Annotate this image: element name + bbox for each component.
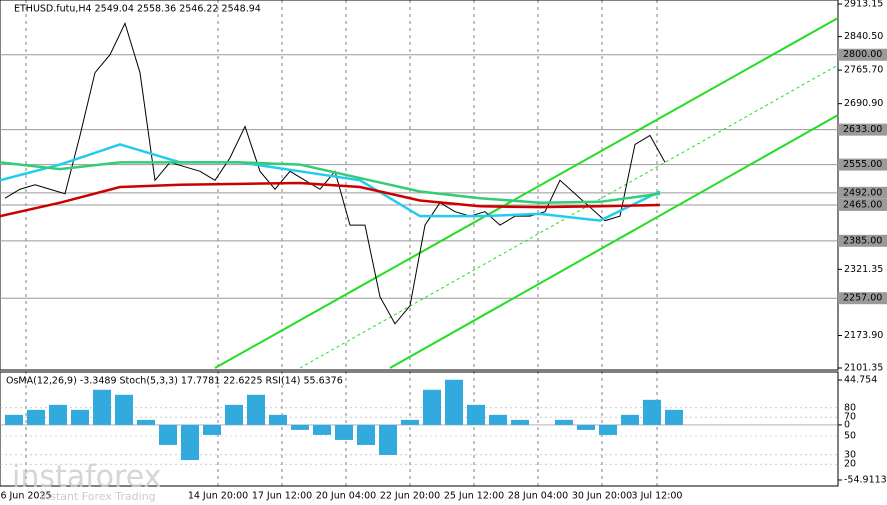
y2-tick-label: 20 [844, 459, 856, 470]
y2-tick-label: 30 [844, 449, 856, 460]
osma-bar [27, 409, 45, 425]
osma-bar [71, 409, 89, 425]
osma-bar [247, 394, 265, 425]
osma-bar [555, 419, 573, 425]
osma-bar [357, 424, 375, 445]
osma-bar [203, 424, 221, 435]
y-tick-label: 0 [844, 419, 850, 430]
x-tick-label: 17 Jun 12:00 [252, 491, 312, 502]
y-tick-label: 2840.50 [844, 31, 883, 42]
x-tick-label: 14 Jun 20:00 [188, 491, 248, 502]
osma-bar [665, 409, 683, 425]
x-tick-label: 3 Jul 12:00 [632, 491, 683, 502]
osma-bar [159, 424, 177, 445]
osma-bar [181, 424, 199, 461]
x-tick-label: 28 Jun 04:00 [508, 491, 568, 502]
level-box [838, 186, 887, 199]
channel [214, 17, 839, 369]
level-box [838, 158, 887, 171]
osma-bar [291, 424, 309, 430]
osma-bar [49, 404, 67, 425]
y-tick-label: 2765.70 [844, 65, 883, 76]
watermark-brand: instaforex [12, 460, 161, 495]
level-label: 2492.00 [843, 187, 882, 198]
osma-bar [5, 414, 23, 425]
osma-bar [467, 404, 485, 425]
level-box [838, 198, 887, 211]
level-label: 2555.00 [843, 159, 882, 170]
osma-bar [93, 389, 111, 425]
series-ma-slow [0, 181, 661, 218]
series-ma-fast [0, 143, 661, 222]
osma-bar [225, 404, 243, 425]
x-tick-label: 25 Jun 12:00 [444, 491, 504, 502]
osma-bar [137, 419, 155, 425]
watermark-tagline: Instant Forex Trading [40, 490, 156, 503]
x-tick-label: 20 Jun 04:00 [316, 491, 376, 502]
osma-bar [401, 419, 419, 425]
level-box [838, 234, 887, 247]
osma-bar [269, 414, 287, 425]
series-ma-mid [0, 161, 661, 204]
osma-bar [599, 424, 617, 435]
indicator-frame [0, 371, 839, 487]
channel [389, 114, 839, 369]
y2-tick-label: 70 [844, 412, 856, 423]
osma-bar [577, 424, 595, 430]
header: ETHUSD.futu,H4 2549.04 2558.36 2546.22 2… [14, 4, 261, 15]
osma-bar [643, 399, 661, 425]
osma-bar [379, 424, 397, 456]
osma-bar [445, 379, 463, 425]
y-tick-label: 2101.35 [844, 363, 883, 374]
level-box [838, 123, 887, 136]
osma-bar [313, 424, 331, 435]
osma-bar [489, 414, 507, 425]
level-label: 2633.00 [843, 124, 882, 135]
y2-tick-label: 80 [844, 402, 856, 413]
osma-bar [115, 394, 133, 425]
level-label: 2465.00 [843, 199, 882, 210]
level-label: 2800.00 [843, 49, 882, 60]
osma-bar [423, 389, 441, 425]
y-tick-label: 2321.35 [844, 264, 883, 275]
level-box [838, 48, 887, 61]
y2-tick-label: 50 [844, 431, 856, 442]
level-label: 2257.00 [843, 293, 882, 304]
osma-bar [335, 424, 353, 440]
level-label: 2385.00 [843, 235, 882, 246]
y-tick-label: 2173.90 [844, 330, 883, 341]
y-tick-label: -54.9113 [844, 475, 887, 486]
level-box [838, 292, 887, 305]
x-tick-label: 22 Jun 20:00 [380, 491, 440, 502]
y-tick-label: 2913.15 [844, 0, 883, 10]
osma-bar [511, 419, 529, 425]
y-tick-label: 44.754 [844, 375, 877, 386]
x-tick-label: 30 Jun 20:00 [572, 491, 632, 502]
indicator-title: OsMA(12,26,9) -3.3489 Stoch(5,3,3) 17.77… [6, 376, 343, 387]
main-frame [0, 0, 839, 371]
osma-bar [621, 414, 639, 425]
x-tick-label: 6 Jun 2025 [0, 491, 51, 502]
y-tick-label: 2690.90 [844, 98, 883, 109]
